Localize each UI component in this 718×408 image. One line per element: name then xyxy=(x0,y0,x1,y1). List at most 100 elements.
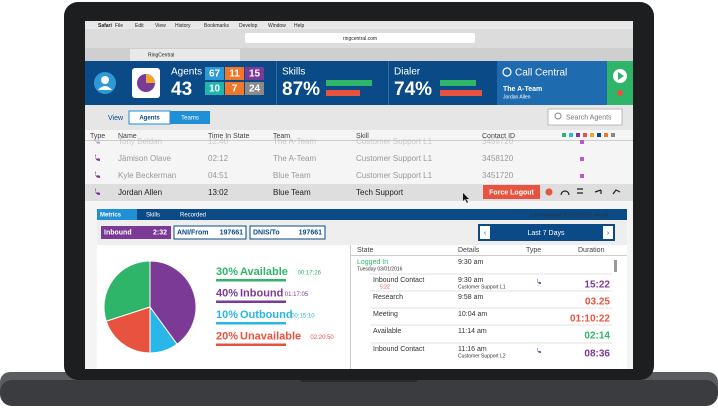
decoration xyxy=(480,226,490,239)
toggle-teams-label: Teams xyxy=(181,116,199,122)
record-icon[interactable] xyxy=(545,188,553,196)
menu-bar xyxy=(85,21,633,29)
agent-cell: Customer Support L1 xyxy=(356,137,433,146)
agent-cell: 3451720 xyxy=(482,171,514,180)
agent-cell: Customer Support L1 xyxy=(356,171,433,180)
agent-count: 7 xyxy=(232,84,238,95)
dialer-bar xyxy=(440,90,482,96)
status-square xyxy=(580,174,584,178)
legend-square xyxy=(597,133,601,137)
range-label: Last 7 Days xyxy=(528,230,565,237)
call-central-label: Call Central xyxy=(515,68,567,79)
detail-tabs xyxy=(97,209,627,220)
status-square xyxy=(580,157,584,161)
menu-item: Window xyxy=(268,23,286,29)
dnis-box xyxy=(249,225,326,240)
legend-square xyxy=(611,133,615,137)
decoration xyxy=(560,190,570,196)
force-logout-button[interactable] xyxy=(483,185,540,199)
decoration: Type Name Time In State Team Skill Contact ID xyxy=(85,133,633,141)
legend-percent: 40% xyxy=(216,287,238,299)
agent-cell: Tech Support xyxy=(356,188,404,197)
phone-icon xyxy=(95,154,100,161)
decoration: File Edit View History Bookmarks Develop Windo… xyxy=(115,23,305,29)
ani-value: 197661 xyxy=(220,229,243,236)
browser-tab[interactable] xyxy=(130,49,240,61)
decoration xyxy=(612,189,621,195)
state-column-header: Duration xyxy=(578,247,605,254)
agent-count-box xyxy=(245,82,264,95)
agent-cell: 02:12 xyxy=(208,154,229,163)
detail-tab[interactable]: Skills xyxy=(146,213,160,219)
laptop-base-bottom xyxy=(0,380,718,406)
column-header: Time In State xyxy=(208,133,249,140)
agent-cell: The A-Team xyxy=(273,137,316,146)
menu-item: File xyxy=(115,23,123,29)
inbound-value: 2:32 xyxy=(153,229,167,236)
column-header: Skill xyxy=(356,133,369,140)
agent-count-box xyxy=(245,67,264,80)
decoration xyxy=(603,226,613,239)
state-detail: Customer Support L1 xyxy=(458,284,506,290)
url: ringcentral.com xyxy=(343,36,377,42)
menu-item: Develop xyxy=(239,23,258,29)
agents-label: Agents xyxy=(171,67,202,78)
legend-square xyxy=(569,133,573,137)
state-column-header: Details xyxy=(458,247,480,254)
agent-cell: 04:51 xyxy=(208,171,229,180)
decoration xyxy=(560,188,621,196)
decoration: 67 11 15 10 7 24 xyxy=(205,67,264,95)
search-box[interactable] xyxy=(547,108,623,126)
phone-icon xyxy=(95,137,100,144)
type-icon xyxy=(537,347,541,353)
force-logout-label: Force Logout xyxy=(489,189,534,196)
call-central-agent: Jordan Allen xyxy=(503,94,531,100)
legend-label: Inbound xyxy=(240,287,283,299)
decoration xyxy=(577,188,583,194)
dialer-value: 74% xyxy=(394,79,432,100)
state-time: 9:58 am xyxy=(458,294,483,301)
url-bar xyxy=(245,33,475,43)
legend-percent: 20% xyxy=(216,330,238,342)
decoration xyxy=(350,245,351,369)
state-note: Tuesday 03/01/2016 xyxy=(357,266,403,272)
decoration xyxy=(502,67,512,77)
inbound-label: Inbound xyxy=(104,229,132,236)
state-duration: 08:36 xyxy=(584,349,610,360)
state-duration: 01:10:22 xyxy=(570,314,610,325)
dialer-bar xyxy=(440,80,476,86)
agents-total: 43 xyxy=(171,79,192,100)
menu-item: Edit xyxy=(135,23,144,29)
state-column-header: State xyxy=(357,247,373,254)
legend-square xyxy=(562,133,566,137)
agent-cell: 3456720 xyxy=(482,137,514,146)
decoration: State Details Type Duration xyxy=(351,247,627,256)
legend-duration: 00:15:10 xyxy=(291,314,315,320)
inbound-box xyxy=(101,226,171,239)
state-column-header: Type xyxy=(526,247,541,254)
decoration xyxy=(618,72,624,80)
legend-label: Outbound xyxy=(240,309,293,321)
agent-cell: 3458120 xyxy=(482,154,514,163)
toggle-teams[interactable] xyxy=(170,111,210,124)
detail-tab[interactable]: Recorded xyxy=(180,213,206,219)
call-central-team: The A-Team xyxy=(503,86,542,93)
scrollbar xyxy=(614,260,617,272)
status-square xyxy=(580,140,584,144)
skills-label: Skills xyxy=(282,67,305,78)
detail-tab[interactable]: Metrics xyxy=(100,213,122,219)
agent-cell: Tony Beldan xyxy=(118,137,162,146)
agent-cell: The A-Team xyxy=(273,154,316,163)
agent-cell: Jämison Olave xyxy=(118,154,171,163)
decoration xyxy=(98,86,112,90)
decoration xyxy=(276,61,277,105)
range-select[interactable] xyxy=(478,224,615,241)
cursor xyxy=(463,193,469,203)
dnis-value: 197661 xyxy=(299,229,322,236)
state-name: Logged In xyxy=(357,259,388,266)
legend-bar xyxy=(216,279,286,282)
state-duration: 15:22 xyxy=(584,280,610,291)
type-icon xyxy=(537,278,541,284)
decoration xyxy=(146,74,155,83)
